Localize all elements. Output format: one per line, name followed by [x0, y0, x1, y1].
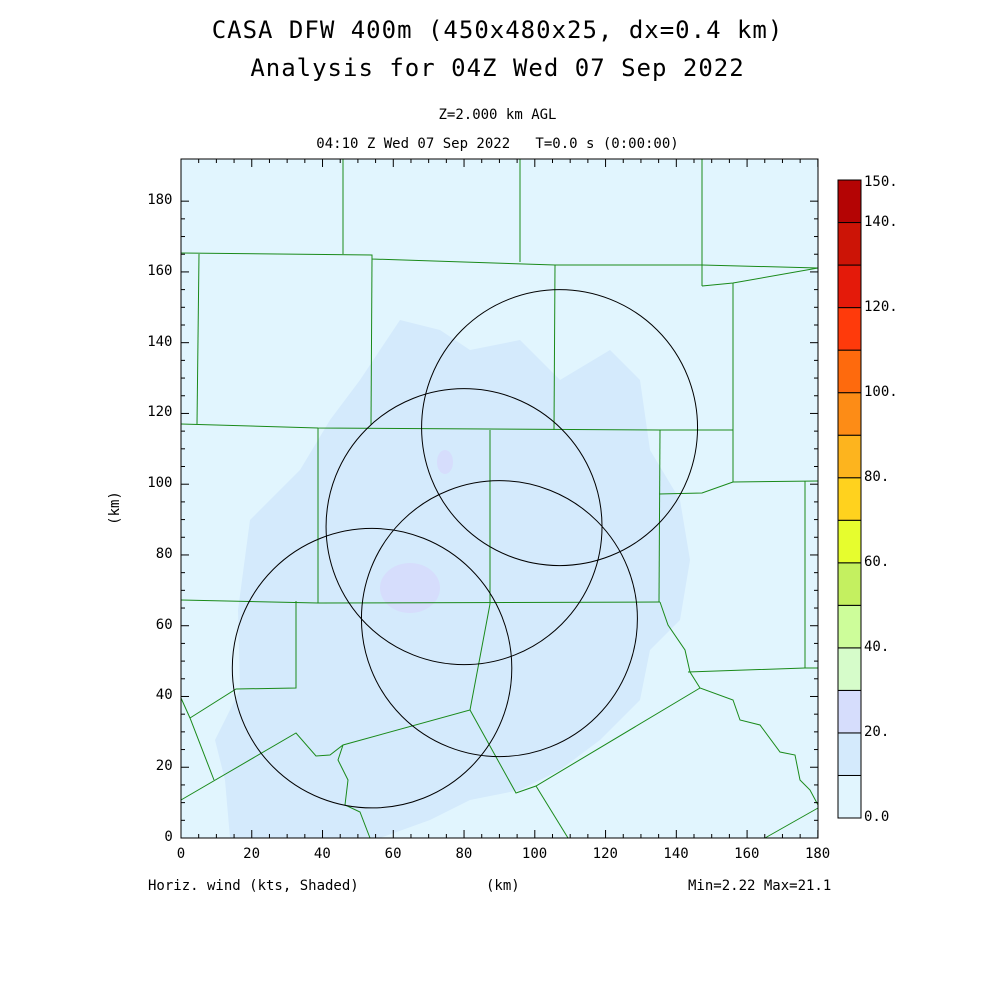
colorbar-bin	[837, 392, 862, 436]
county-line	[370, 258, 373, 426]
x-tick-label: 180	[804, 846, 831, 862]
colorbar-bin	[837, 562, 862, 606]
colorbar	[837, 179, 862, 819]
x-tick-label: 100	[521, 846, 548, 862]
colorbar-bin	[837, 647, 862, 691]
radar-ring	[231, 527, 513, 809]
y-tick-label: 60	[155, 616, 173, 633]
colorbar-bin	[837, 689, 862, 734]
colorbar-label: 140.	[864, 213, 898, 230]
colorbar-bin	[837, 519, 862, 564]
y-tick-label: 140	[147, 333, 173, 350]
title-line-2: Analysis for 04Z Wed 07 Sep 2022	[250, 54, 745, 82]
colorbar-bin	[837, 222, 862, 266]
colorbar-bin	[837, 774, 862, 819]
y-tick-label: 120	[147, 404, 173, 421]
y-tick-label: 80	[155, 545, 173, 562]
county-line	[196, 253, 200, 425]
colorbar-bin	[837, 477, 862, 521]
x-axis-label: (km)	[486, 878, 520, 894]
x-tick-label: 160	[734, 846, 760, 862]
wind-shading	[181, 159, 818, 838]
shade-high	[437, 450, 453, 474]
county-line	[180, 697, 215, 781]
x-tick-label: 60	[384, 846, 402, 862]
y-tick-label: 180	[147, 192, 173, 209]
level-label: Z=2.000 km AGL	[438, 107, 557, 123]
title-line-1: CASA DFW 400m (450x480x25, dx=0.4 km)	[211, 16, 784, 44]
x-tick-label: 0	[176, 846, 186, 862]
axis-ticks	[180, 159, 819, 839]
colorbar-label: 0.0	[864, 809, 890, 825]
county-line	[658, 429, 661, 603]
x-tick-label: 140	[663, 846, 689, 862]
y-axis-label: (km)	[106, 491, 123, 525]
x-tick-label: 20	[243, 846, 261, 862]
county-line	[337, 744, 371, 839]
county-line	[180, 599, 661, 604]
county-line	[535, 785, 569, 839]
county-line	[553, 264, 556, 431]
county-line	[658, 481, 734, 495]
county-line	[180, 252, 819, 269]
shade-mid	[215, 320, 690, 838]
y-tick-label: 160	[147, 262, 173, 279]
colorbar-bin	[837, 732, 862, 776]
colorbar-label: 150.	[864, 174, 898, 190]
radar-ring	[360, 480, 638, 758]
radar-ring	[421, 289, 699, 567]
field-label: Horiz. wind (kts, Shaded)	[148, 878, 359, 894]
y-tick-label: 100	[147, 475, 173, 492]
x-tick-label: 40	[313, 846, 331, 862]
colorbar-label: 80.	[864, 468, 890, 485]
county-line	[180, 423, 733, 431]
county-line	[469, 687, 701, 794]
radar-range-rings	[231, 289, 699, 809]
colorbar-bin	[837, 264, 862, 309]
y-tick-label: 40	[155, 687, 173, 704]
time-label: 04:10 Z Wed 07 Sep 2022 T=0.0 s (0:00:00…	[316, 136, 679, 152]
colorbar-bin	[837, 349, 862, 394]
colorbar-label: 60.	[864, 553, 890, 570]
colorbar-label: 100.	[864, 383, 898, 400]
x-tick-label: 120	[592, 846, 618, 862]
county-line	[189, 601, 297, 719]
y-tick-label: 0	[164, 829, 173, 845]
y-tick-label: 20	[155, 758, 173, 775]
colorbar-label: 120.	[864, 298, 898, 315]
colorbar-bin	[837, 179, 862, 224]
colorbar-bin	[837, 434, 862, 479]
colorbar-bin	[837, 307, 862, 351]
shade-high	[380, 563, 440, 613]
county-boundaries	[180, 159, 819, 839]
colorbar-label: 40.	[864, 638, 890, 655]
colorbar-label: 20.	[864, 723, 890, 740]
x-tick-label: 80	[455, 846, 473, 862]
colorbar-bin	[837, 604, 862, 649]
county-line	[659, 601, 819, 806]
county-line	[764, 807, 819, 839]
min-max-label: Min=2.22 Max=21.1	[688, 878, 832, 894]
